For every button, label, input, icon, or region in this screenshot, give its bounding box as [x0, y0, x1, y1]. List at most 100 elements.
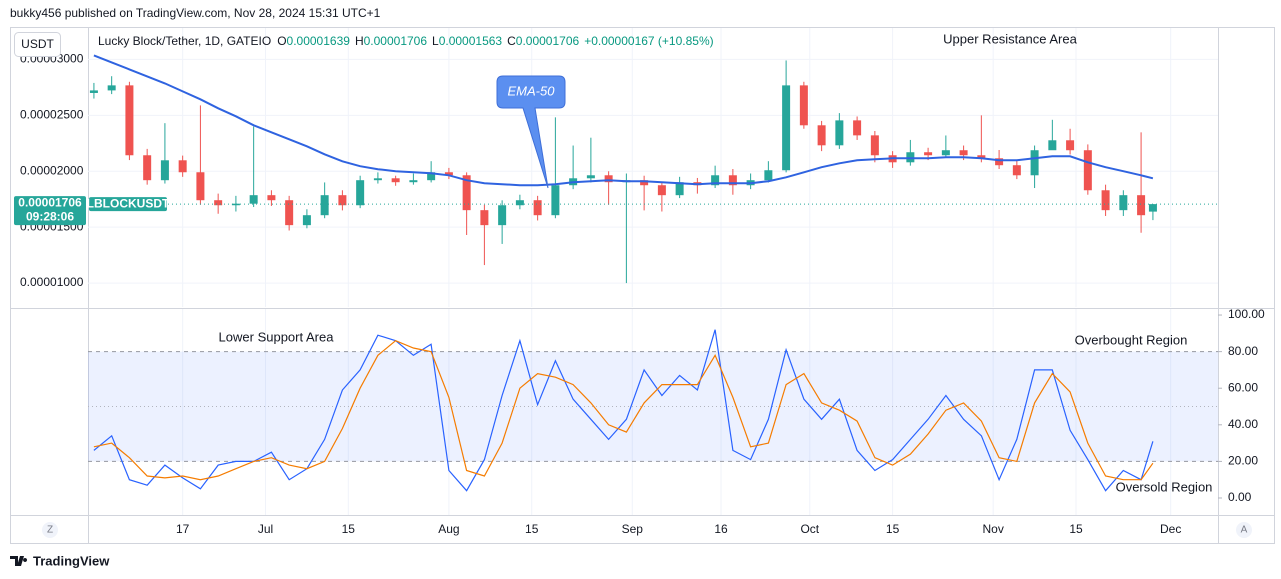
- x-tick-label: Sep: [622, 522, 644, 536]
- candle-body: [906, 152, 915, 163]
- candle-body: [995, 158, 1004, 166]
- x-tick-label: Dec: [1160, 522, 1181, 536]
- candle-body: [977, 155, 986, 159]
- candle-body: [924, 152, 933, 156]
- y-tick-label: 0.00002000: [20, 163, 84, 177]
- candle-body: [764, 170, 773, 181]
- ohlc-key: H: [355, 34, 364, 48]
- x-tick-label: 15: [1069, 522, 1083, 536]
- candle-body: [533, 200, 542, 216]
- ema-callout-label: EMA-50: [508, 83, 556, 98]
- candle-body: [941, 150, 950, 156]
- candle-body: [1137, 195, 1146, 216]
- candle-body: [586, 175, 595, 179]
- scale-button[interactable]: [1236, 522, 1252, 538]
- candle-body: [320, 195, 329, 216]
- candle-body: [391, 178, 400, 183]
- ohlc-key: C: [507, 34, 516, 48]
- x-tick-label: 17: [176, 522, 190, 536]
- ohlc-value: 0.00001639: [287, 34, 351, 48]
- x-tick-label: Oct: [800, 522, 819, 536]
- candle-body: [480, 210, 489, 226]
- countdown-label: 09:28:06: [26, 209, 74, 223]
- change: +0.00000167 (+10.85%): [584, 34, 713, 48]
- x-tick-label: 15: [342, 522, 356, 536]
- brand-name: TradingView: [33, 553, 110, 568]
- annotation: Overbought Region: [1075, 332, 1188, 347]
- candle-body: [657, 185, 666, 196]
- candle-body: [1083, 150, 1092, 191]
- y-tick-label: 80.00: [1228, 344, 1258, 358]
- candle-body: [143, 155, 152, 181]
- candle-body: [640, 180, 649, 186]
- chart-frame: [10, 27, 1275, 544]
- candle-body: [515, 200, 524, 206]
- candle-body: [728, 175, 737, 186]
- candle-body: [267, 195, 276, 201]
- candle-body: [959, 150, 968, 156]
- y-tick-label: 60.00: [1228, 380, 1258, 394]
- candle-body: [214, 200, 223, 206]
- annotation: Upper Resistance Area: [943, 31, 1077, 46]
- candle-body: [782, 85, 791, 171]
- y-tick-label: 0.00: [1228, 490, 1252, 504]
- plot-layer: 17 Jul 15 Aug 15 Sep 16 Oct 15 Nov 15 Dec 0.00001000…: [14, 28, 1265, 536]
- candle-body: [107, 85, 116, 91]
- last-price-box: [14, 196, 86, 226]
- y-tick-label: 20.00: [1228, 454, 1258, 468]
- y-tick-label: 0.00001000: [20, 275, 84, 289]
- ohlc-value: 0.00001706: [516, 34, 580, 48]
- y-tick-label: 0.00002500: [20, 108, 84, 122]
- last-price-label: 0.00001706: [18, 195, 82, 209]
- scale-button-label: Z: [47, 525, 53, 536]
- symbol: Lucky Block/Tether, 1D, GATEIO: [98, 34, 271, 48]
- ema-callout: [496, 75, 566, 189]
- ticker-label: LBLOCKUSDT: [87, 196, 170, 210]
- y-tick-label: 40.00: [1228, 417, 1258, 431]
- candle-body: [373, 178, 382, 181]
- legend-line: Lucky Block/Tether, 1D, GATEIO O0.0000163…: [98, 34, 714, 48]
- candle-body: [356, 180, 365, 206]
- candle-body: [196, 172, 205, 201]
- scale-button-label: A: [1241, 525, 1248, 536]
- candle-body: [125, 85, 134, 156]
- candle-body: [1030, 150, 1039, 176]
- candle-body: [444, 172, 453, 176]
- candle-body: [711, 175, 720, 186]
- candle-body: [870, 135, 879, 156]
- candle-body: [160, 160, 169, 181]
- candle-body: [1048, 140, 1057, 151]
- currency-label: USDT: [21, 37, 54, 51]
- candle-body: [231, 203, 240, 206]
- ohlc-value: 0.00001706: [364, 34, 428, 48]
- candle-body: [551, 185, 560, 216]
- candle-body: [285, 200, 294, 226]
- candle-body: [178, 160, 187, 173]
- currency-button[interactable]: [14, 32, 61, 57]
- scale-button[interactable]: [42, 522, 58, 538]
- candle-body: [338, 195, 347, 206]
- candle-body: [817, 125, 826, 146]
- x-tick-label: 16: [714, 522, 728, 536]
- candle-body: [89, 90, 98, 93]
- ticker-box: [89, 197, 167, 212]
- publisher-line: bukky456 published on TradingView.com, N…: [10, 6, 381, 20]
- annotation: Lower Support Area: [219, 329, 335, 344]
- x-tick-label: 15: [886, 522, 900, 536]
- annotation: Oversold Region: [1116, 479, 1213, 494]
- candle-body: [1148, 204, 1157, 212]
- candle-body: [835, 120, 844, 146]
- ohlc-value: 0.00001563: [439, 34, 503, 48]
- candle-body: [462, 175, 471, 211]
- candle-body: [249, 195, 258, 204]
- candle-body: [302, 215, 311, 226]
- candle-body: [853, 120, 862, 136]
- oscillator-line: [93, 329, 1154, 492]
- y-tick-label: 100.00: [1228, 307, 1265, 321]
- brand-logo: [10, 556, 28, 566]
- oscillator-line: [93, 340, 1154, 481]
- x-tick-label: 15: [525, 522, 539, 536]
